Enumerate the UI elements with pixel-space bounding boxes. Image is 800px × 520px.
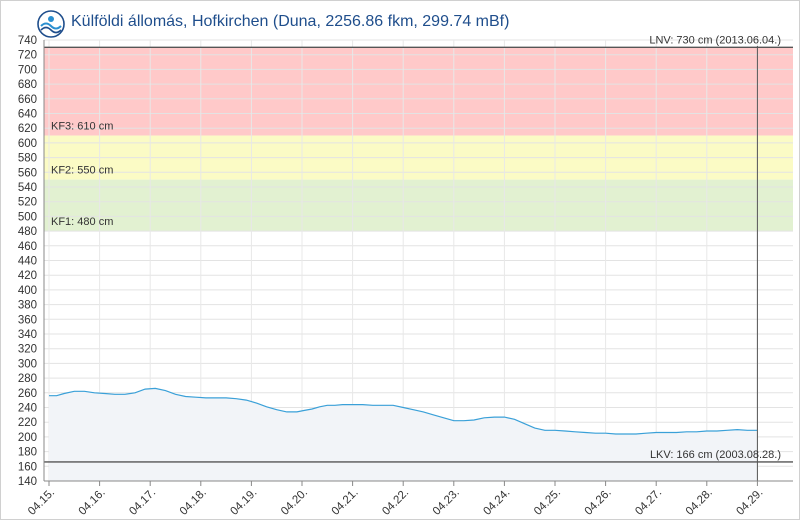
y-tick-label: 580 xyxy=(18,153,37,165)
x-tick-label: 04.18. xyxy=(178,487,209,518)
y-tick-label: 200 xyxy=(18,432,37,444)
x-tick-label: 04.25. xyxy=(532,487,563,518)
y-tick-label: 740 xyxy=(18,35,37,47)
y-tick-label: 160 xyxy=(18,461,37,473)
y-tick-label: 660 xyxy=(18,94,37,106)
zone-label-kf2: KF2: 550 cm xyxy=(51,165,113,177)
x-tick-label: 04.22. xyxy=(380,487,411,518)
y-tick-label: 400 xyxy=(18,285,37,297)
y-tick-label: 180 xyxy=(18,447,37,459)
y-tick-label: 440 xyxy=(18,256,37,268)
chart-title: Külföldi állomás, Hofkirchen (Duna, 2256… xyxy=(71,13,510,30)
x-tick-label: 04.26. xyxy=(583,487,614,518)
y-tick-label: 700 xyxy=(18,64,37,76)
zone-kf1 xyxy=(44,179,793,232)
zone-label-kf3: KF3: 610 cm xyxy=(51,121,113,133)
x-tick-label: 04.20. xyxy=(279,487,310,518)
y-tick-label: 540 xyxy=(18,182,37,194)
y-tick-label: 360 xyxy=(18,314,37,326)
x-tick-label: 04.23. xyxy=(431,487,462,518)
y-tick-label: 640 xyxy=(18,109,37,121)
y-tick-label: 380 xyxy=(18,300,37,312)
y-tick-label: 480 xyxy=(18,226,37,238)
y-tick-label: 260 xyxy=(18,388,37,400)
y-tick-label: 240 xyxy=(18,403,37,415)
y-tick-label: 560 xyxy=(18,167,37,179)
x-tick-label: 04.21. xyxy=(330,487,361,518)
x-tick-label: 04.29. xyxy=(734,487,765,518)
y-tick-label: 680 xyxy=(18,79,37,91)
ovf-logo-icon xyxy=(37,10,65,38)
y-tick-label: 220 xyxy=(18,417,37,429)
y-tick-label: 320 xyxy=(18,344,37,356)
y-tick-label: 620 xyxy=(18,123,37,135)
x-tick-label: 04.27. xyxy=(633,487,664,518)
x-tick-label: 04.24. xyxy=(481,487,512,518)
y-tick-label: 420 xyxy=(18,270,37,282)
y-tick-label: 520 xyxy=(18,197,37,209)
y-tick-label: 140 xyxy=(18,476,37,488)
y-tick-label: 340 xyxy=(18,329,37,341)
series-area-0 xyxy=(49,388,758,481)
y-tick-label: 280 xyxy=(18,373,37,385)
y-tick-label: 500 xyxy=(18,211,37,223)
x-tick-label: 04.16. xyxy=(77,487,108,518)
series-line-0 xyxy=(49,387,758,435)
x-tick-label: 04.15. xyxy=(26,487,57,518)
x-tick-label: 04.28. xyxy=(684,487,715,518)
ref-label-lkv: LKV: 166 cm (2003.08.28.) xyxy=(650,449,781,461)
ref-label-lnv: LNV: 730 cm (2013.06.04.) xyxy=(649,34,781,46)
x-tick-label: 04.19. xyxy=(228,487,259,518)
y-tick-label: 460 xyxy=(18,241,37,253)
y-tick-label: 300 xyxy=(18,358,37,370)
zone-kf3 xyxy=(44,47,793,136)
zone-label-kf1: KF1: 480 cm xyxy=(51,216,113,228)
x-tick-label: 04.17. xyxy=(127,487,158,518)
y-tick-label: 720 xyxy=(18,50,37,62)
y-tick-label: 600 xyxy=(18,138,37,150)
